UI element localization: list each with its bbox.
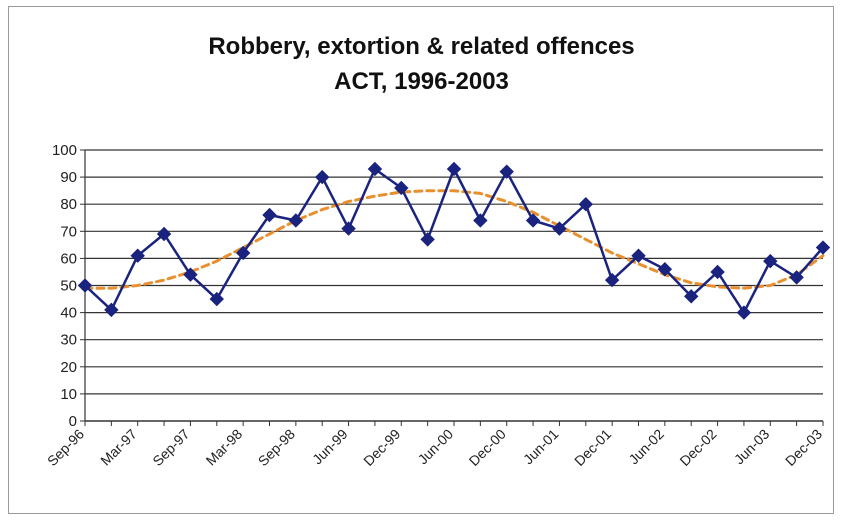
data-point-marker xyxy=(341,221,356,236)
data-point-marker xyxy=(631,248,646,263)
x-tick-label: Jun-02 xyxy=(625,426,667,468)
x-tick-label: Dec-02 xyxy=(676,426,719,469)
data-point-marker xyxy=(552,221,567,236)
chart-title: Robbery, extortion & related offences xyxy=(208,33,635,60)
x-tick-label: Dec-00 xyxy=(466,426,509,469)
trend-line xyxy=(83,189,825,290)
x-tick-label: Jun-99 xyxy=(309,426,351,468)
x-tick-label: Sep-97 xyxy=(149,426,192,469)
x-tick-label: Mar-98 xyxy=(203,426,246,469)
data-point-marker xyxy=(262,207,277,223)
data-point-marker xyxy=(367,161,383,177)
x-tick-label: Dec-03 xyxy=(782,426,825,469)
data-point-marker xyxy=(420,232,435,247)
data-point-marker xyxy=(183,267,198,282)
y-tick-label: 100 xyxy=(52,142,77,159)
data-point-marker xyxy=(763,253,778,269)
x-tick-label: Jun-00 xyxy=(415,426,457,468)
y-tick-label: 10 xyxy=(60,386,77,403)
data-point-marker xyxy=(130,248,145,263)
y-axis-ticks: 0 10 20 30 40 50 60 70 80 90 100 xyxy=(52,142,77,430)
data-point-marker xyxy=(736,305,752,320)
y-tick-label: 20 xyxy=(60,359,77,376)
data-point-marker xyxy=(499,164,514,179)
data-point-marker xyxy=(710,264,725,280)
y-tick-label: 60 xyxy=(60,250,77,267)
data-point-marker xyxy=(77,278,93,293)
y-tick-label: 90 xyxy=(60,169,77,186)
y-tick-label: 50 xyxy=(60,278,77,295)
gridlines xyxy=(85,149,823,395)
y-tick-label: 70 xyxy=(60,223,77,240)
x-axis-ticks: Sep-96 Mar-97 Sep-97 Mar-98 Sep-98 Jun-99 Dec-… xyxy=(44,426,825,469)
data-point-marker xyxy=(104,302,119,318)
data-point-marker xyxy=(578,196,593,212)
x-tick-label: Mar-97 xyxy=(97,426,140,469)
series-layer xyxy=(77,161,831,320)
y-tick-label: 80 xyxy=(60,196,77,213)
data-point-marker xyxy=(684,289,699,304)
x-tick-label: Jun-03 xyxy=(731,426,773,468)
data-point-marker xyxy=(394,180,409,196)
axes xyxy=(80,149,824,426)
data-point-marker xyxy=(315,169,330,185)
x-tick-label: Jun-01 xyxy=(520,426,562,468)
data-point-marker xyxy=(209,291,224,307)
y-tick-label: 40 xyxy=(60,305,77,322)
data-point-marker xyxy=(473,213,488,228)
data-point-marker xyxy=(815,240,831,255)
data-point-marker xyxy=(235,245,251,261)
data-point-marker xyxy=(525,213,541,228)
data-point-marker xyxy=(604,272,620,288)
data-point-marker xyxy=(789,270,804,285)
chart-frame xyxy=(8,6,834,514)
chart-subtitle: ACT, 1996-2003 xyxy=(334,68,509,95)
data-point-marker xyxy=(288,213,304,228)
y-tick-label: 0 xyxy=(69,413,77,430)
data-point-marker xyxy=(446,161,462,177)
data-point-marker xyxy=(156,226,172,242)
x-tick-label: Sep-98 xyxy=(255,426,298,469)
y-tick-label: 30 xyxy=(60,332,77,349)
x-tick-label: Dec-99 xyxy=(360,426,403,469)
x-tick-label: Sep-96 xyxy=(44,426,87,469)
x-tick-label: Dec-01 xyxy=(571,426,614,469)
data-point-marker xyxy=(657,262,673,277)
